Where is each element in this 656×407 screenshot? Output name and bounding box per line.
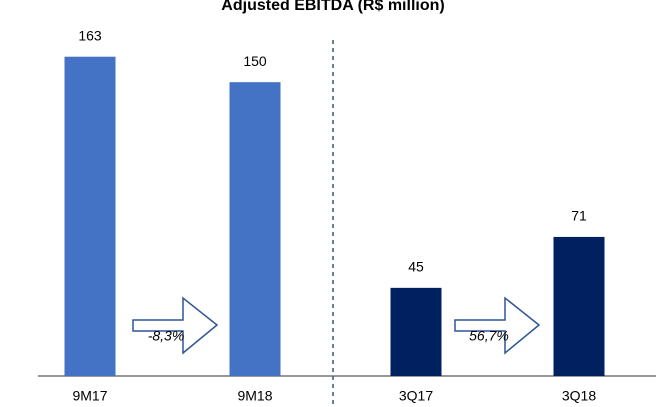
chart-title: Adjusted EBITDA (R$ million) xyxy=(221,0,444,14)
annotation: -8,3% xyxy=(148,328,185,344)
value-label: 45 xyxy=(408,259,424,275)
annotation: 56,7% xyxy=(469,328,509,344)
x-tick-label: 9M18 xyxy=(237,388,272,404)
value-label: 71 xyxy=(571,208,587,224)
arrow xyxy=(132,296,219,355)
bar xyxy=(390,287,442,376)
x-tick-label: 9M17 xyxy=(72,388,107,404)
value-label: 150 xyxy=(243,53,267,69)
value-label: 163 xyxy=(78,27,102,43)
x-tick-label: 3Q17 xyxy=(399,388,433,404)
x-tick-label: 3Q18 xyxy=(562,388,596,404)
arrow xyxy=(454,296,541,355)
bar xyxy=(64,56,116,377)
bar xyxy=(229,82,281,377)
bar xyxy=(553,236,605,376)
